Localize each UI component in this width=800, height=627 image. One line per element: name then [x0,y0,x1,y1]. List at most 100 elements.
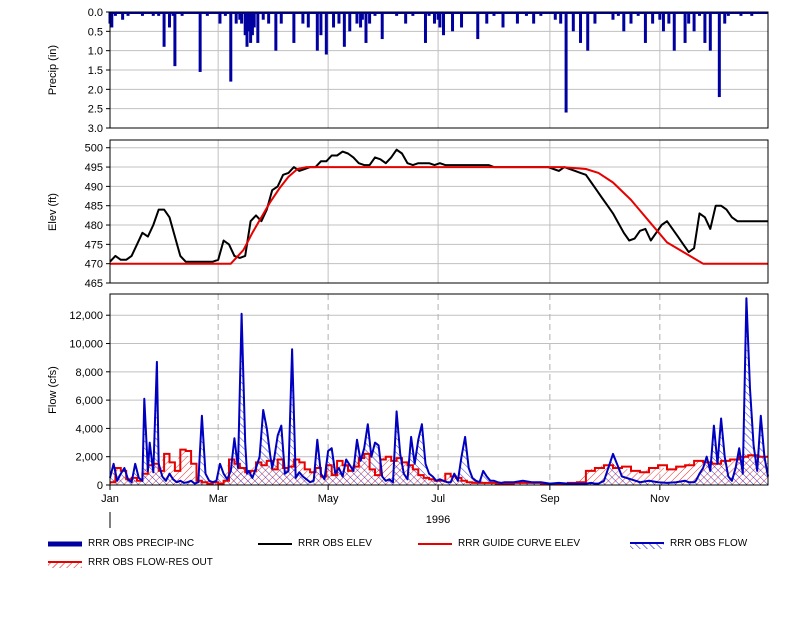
precip-bar [485,12,489,24]
precip-bar [442,12,446,36]
y-tick-label: 2.5 [88,104,103,116]
precip-bar [501,12,505,28]
precip-bar [324,12,328,55]
precip-ylabel: Precip (in) [47,45,59,95]
x-tick-label: Jul [431,493,445,505]
precip-bar [234,12,238,24]
legend-item-guide-curve: RRR GUIDE CURVE ELEV [418,536,618,552]
legend-item-precip: RRR OBS PRECIP-INC [48,536,248,552]
legend-swatch-line [418,543,452,545]
legend-item-res-out: RRR OBS FLOW-RES OUT [48,555,248,571]
precip-bar [553,12,557,20]
y-tick-label: 1.0 [88,46,103,58]
precip-bar [348,12,352,32]
precip-bar [451,12,455,32]
precip-bar [423,12,427,43]
legend-label: RRR OBS ELEV [298,538,372,549]
reservoir-chart: 0.0 0.5 1.0 1.5 2.0 2.5 3.0 Precip (in) 465 470… [47,7,769,528]
elev-frame [109,139,769,284]
precip-bar [571,12,575,32]
legend-item-obs-elev: RRR OBS ELEV [258,536,418,552]
precip-bar [243,12,247,36]
precip-bar [198,12,202,72]
precip-bar [162,12,166,47]
precip-bar [683,12,687,43]
legend-swatch-hatch-line [630,542,664,549]
precip-bar [586,12,590,51]
x-tick-label: Nov [650,493,670,505]
precip-bar [658,12,662,20]
precip-bar [337,12,341,24]
precip-bar [717,12,721,98]
precip-bar [364,12,368,43]
legend-label: RRR OBS FLOW [670,538,748,549]
precip-bar [261,12,265,20]
y-tick-label: 2.0 [88,84,103,96]
precip-bar [256,12,260,43]
obs-flow-line [109,297,769,485]
flow-yticks: 0 2,000 4,000 6,000 8,000 10,000 12,000 [69,310,110,492]
precip-bar [622,12,626,32]
legend-swatch-line [258,543,292,545]
precip-bar [579,12,583,43]
y-tick-label: 475 [85,239,103,251]
precip-bar [229,12,233,82]
precip-bar [380,12,384,40]
elev-yticks: 465 470 475 480 485 490 495 500 [85,143,110,290]
precip-yticks: 0.0 0.5 1.0 1.5 2.0 2.5 3.0 [88,7,110,135]
flow-series [109,297,769,485]
precip-bar [301,12,305,24]
guide-curve-line [110,166,768,265]
precip-bar [249,12,253,43]
precip-bar [476,12,480,40]
legend: RRR OBS PRECIP-INC RRR OBS ELEV RRR GUID… [0,530,800,580]
precip-bar [667,12,671,24]
precip-bar [121,12,125,20]
precip-bar [240,12,244,24]
y-tick-label: 10,000 [69,339,103,351]
precip-bar [564,12,568,113]
legend-label: RRR OBS FLOW-RES OUT [88,557,213,568]
x-tick-label: Jan [101,493,119,505]
precip-bar [252,12,256,28]
precip-bar [315,12,319,51]
legend-label: RRR GUIDE CURVE ELEV [458,538,581,549]
precip-bar [274,12,278,51]
flow-panel: 0 2,000 4,000 6,000 8,000 10,000 12,000 Flow (… [47,293,769,492]
precip-bar [629,12,633,24]
y-tick-label: 0 [97,480,103,492]
res-out-line [110,448,768,485]
y-tick-label: 2,000 [75,452,103,464]
y-tick-label: 12,000 [69,310,103,322]
x-tick-label: Sep [540,493,560,505]
y-tick-label: 3.0 [88,123,103,135]
precip-bar [279,12,283,24]
y-tick-label: 470 [85,259,103,271]
precip-bars [108,12,768,113]
precip-bar [436,12,440,20]
y-tick-label: 490 [85,181,103,193]
legend-swatch-hatch-line [48,561,82,568]
y-tick-label: 495 [85,162,103,174]
precip-bar [359,12,363,28]
y-tick-label: 480 [85,220,103,232]
precip-bar [292,12,296,43]
y-tick-label: 4,000 [75,423,103,435]
precip-bar [218,12,222,24]
precip-bar [687,12,691,24]
precip-bar [643,12,647,43]
precip-bar [723,12,727,24]
precip-bar [651,12,655,24]
precip-bar [438,12,442,28]
precip-bar [167,12,171,28]
x-tick-label: May [318,493,339,505]
x-tick-label: Mar [209,493,228,505]
elev-lines [109,148,768,265]
y-tick-label: 0.0 [88,7,103,19]
y-tick-label: 6,000 [75,395,103,407]
precip-bar [661,12,665,32]
y-tick-label: 1.5 [88,65,103,77]
precip-bar [342,12,346,47]
precip-bar [250,12,254,36]
precip-bar [515,12,519,24]
